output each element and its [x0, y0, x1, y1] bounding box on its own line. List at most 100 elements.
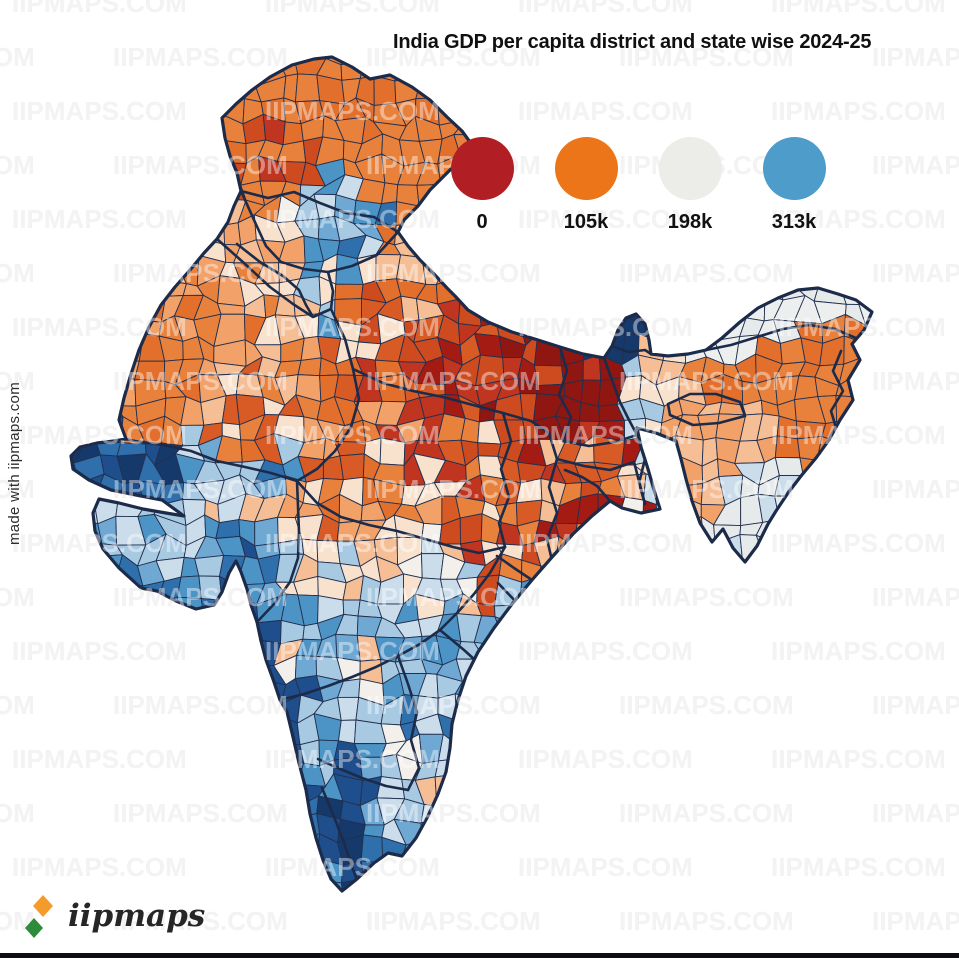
district-cell-andhra-coastal: [601, 633, 624, 667]
district-cell-arunachal: [672, 293, 700, 321]
district-cell-kerala: [277, 840, 307, 867]
district-cell-arunachal: [818, 81, 845, 106]
district-cell-rajasthan-west: [93, 273, 116, 304]
district-cell-ladakh: [536, 78, 567, 103]
district-cell-kashmir: [76, 133, 105, 167]
district-cell-mizoram: [814, 700, 843, 718]
district-cell-mizoram: [674, 674, 708, 702]
state-border: [829, 349, 845, 433]
district-cell-kashmir: [42, 117, 66, 145]
district-cell-mizoram: [699, 759, 726, 779]
district-cell-mizoram: [778, 639, 801, 659]
district-cell-kashmir: [195, 162, 216, 187]
district-cell-mizoram: [856, 880, 872, 891]
district-cell-mizoram: [703, 598, 718, 626]
district-cell-andhra-south: [477, 740, 502, 765]
district-cell-uttarakhand: [497, 240, 525, 266]
district-cell-kerala: [236, 838, 267, 863]
district-cell-gujarat-south: [194, 614, 226, 648]
district-cell-andhra-south: [554, 800, 583, 826]
district-cell-mizoram: [743, 596, 761, 622]
district-cell-arunachal: [672, 315, 699, 342]
district-cell-andhra-south: [564, 714, 581, 746]
district-cell-sikkim: [615, 276, 644, 302]
district-cell-kerala: [274, 817, 300, 847]
district-cell-mizoram: [699, 634, 727, 662]
district-cell-rajasthan-west: [98, 258, 124, 287]
district-cell-andhra-south: [695, 859, 722, 877]
district-cell-rajasthan-west: [75, 293, 106, 325]
district-cell-odisha: [614, 613, 640, 636]
district-cell-kerala: [234, 773, 266, 802]
district-cell-rajasthan-west: [153, 195, 179, 223]
district-cell-andhra-south: [579, 797, 606, 826]
district-cell-odisha: [580, 575, 602, 599]
district-cell-arunachal: [842, 114, 860, 142]
district-cell-rajasthan-west: [93, 296, 119, 323]
district-cell-kerala: [257, 861, 280, 883]
district-cell-arunachal: [719, 280, 746, 304]
district-cell-kutch: [37, 418, 63, 439]
district-cell-uttarakhand: [523, 240, 546, 266]
district-cell-up-east: [495, 293, 522, 324]
district-cell-mizoram: [876, 682, 906, 705]
district-cell-goa: [162, 772, 184, 798]
district-cell-kerala: [71, 841, 75, 866]
district-cell-mizoram: [881, 814, 896, 842]
district-cell-mizoram: [754, 793, 783, 825]
district-cell-rajasthan-west: [71, 173, 85, 204]
district-cell-andhra-coastal: [563, 636, 582, 662]
district-cell-arunachal: [854, 123, 872, 136]
district-cell-mizoram: [793, 558, 822, 584]
district-cell-kerala: [221, 833, 239, 865]
district-cell-mizoram: [796, 618, 822, 642]
district-cell-manipur: [880, 498, 899, 525]
district-cell-kashmir: [152, 157, 180, 182]
district-cell-sikkim: [654, 293, 686, 321]
district-cell-arunachal: [833, 263, 859, 283]
bottom-bar: [0, 953, 959, 958]
district-cell-andhra-coastal: [520, 655, 541, 681]
district-cell-goa: [71, 815, 84, 843]
district-cell-goa: [71, 754, 83, 787]
district-cell-arunachal: [874, 96, 897, 125]
district-cell-kerala: [199, 833, 223, 865]
district-cell-ladakh: [614, 57, 647, 82]
district-cell-tamilnadu-east: [535, 854, 565, 877]
district-cell-mizoram: [814, 542, 846, 568]
district-cell-tamilnadu-east: [499, 815, 523, 835]
district-cell-kashmir: [181, 61, 199, 80]
district-cell-sikkim: [594, 233, 626, 262]
district-cell-goa: [200, 732, 224, 760]
district-cell-assam: [793, 375, 819, 401]
district-cell-arunachal: [795, 240, 822, 259]
district-cell-punjab: [195, 194, 225, 226]
district-cell-goa: [95, 753, 117, 783]
district-cell-mizoram: [881, 719, 905, 745]
district-cell-arunachal: [875, 134, 903, 163]
state-border: [557, 345, 573, 443]
district-cell-kerala: [175, 779, 205, 803]
district-cell-tamilnadu-east: [519, 860, 542, 880]
district-cell-rajasthan-west: [73, 236, 100, 261]
district-cell-odisha: [638, 634, 665, 658]
district-cell-kashmir: [195, 136, 227, 166]
district-cell-andhra-coastal: [501, 635, 527, 662]
district-cell-andhra-south: [574, 760, 600, 782]
district-cell-arunachal: [739, 57, 765, 80]
district-cell-rajasthan-west: [75, 173, 102, 204]
legend-label: 105k: [563, 211, 609, 233]
district-cell-andhra-coastal: [524, 635, 545, 659]
district-cell-rajasthan-west: [43, 354, 64, 380]
district-cell-kashmir: [135, 115, 161, 140]
district-cell-ladakh: [595, 112, 619, 141]
district-cell-kutch: [71, 417, 85, 447]
district-cell-kashmir: [158, 57, 183, 67]
district-cell-mizoram: [774, 681, 805, 698]
district-cell-goa: [71, 772, 84, 799]
district-cell-kashmir: [71, 119, 78, 140]
district-cell-andhra-south: [576, 779, 606, 802]
district-cell-arunachal: [857, 234, 872, 265]
district-cell-arunachal: [776, 96, 805, 126]
district-cell-goa: [144, 738, 167, 766]
